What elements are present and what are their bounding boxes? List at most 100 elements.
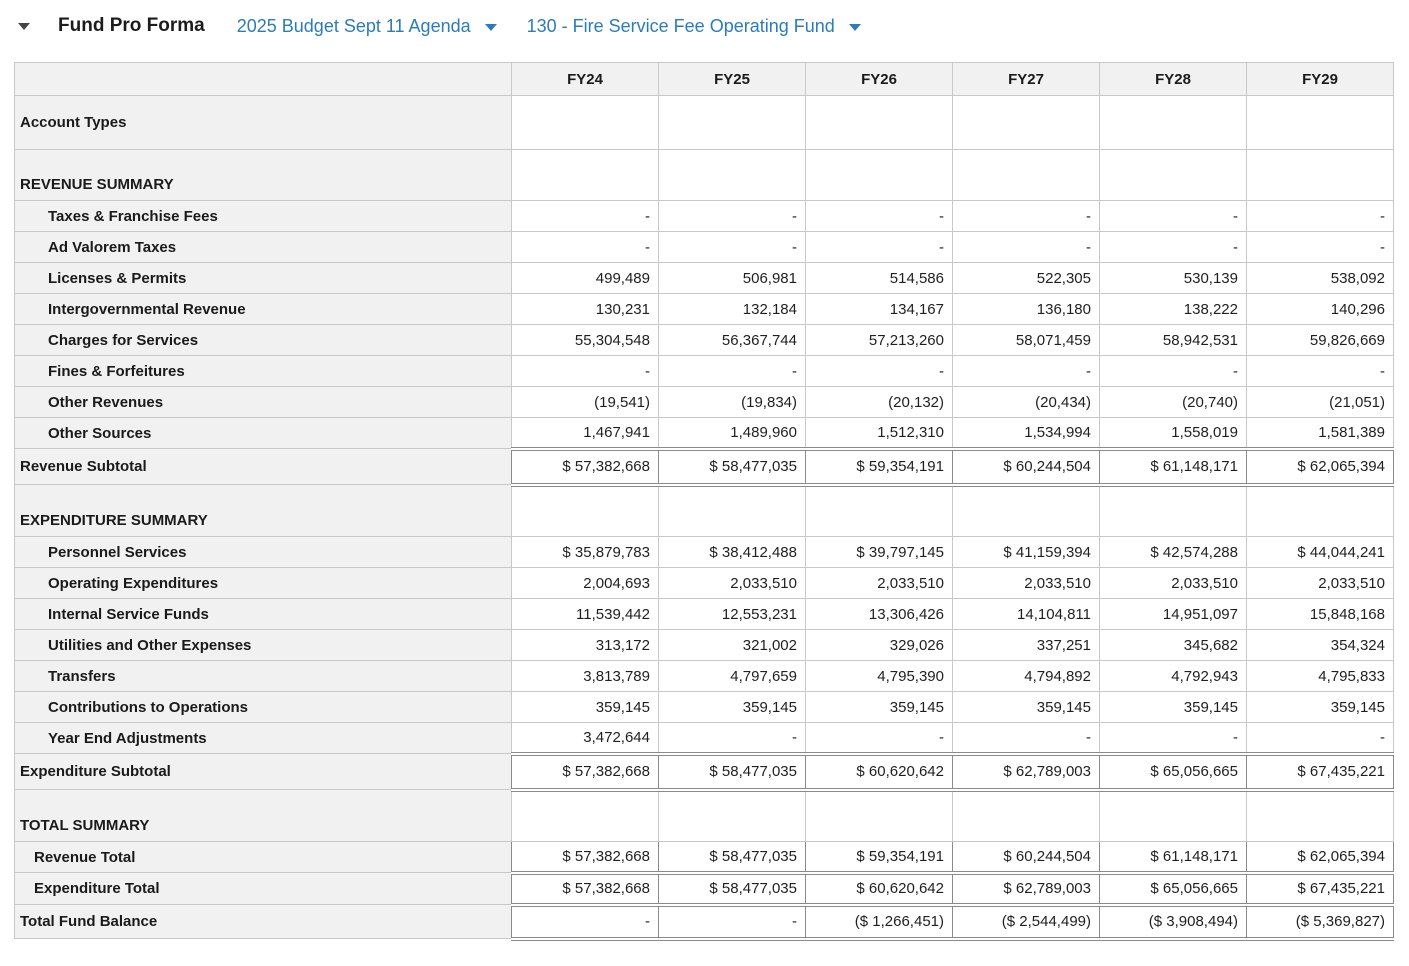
table-row: Other Sources 1,467,941 1,489,960 1,512,310…	[14, 417, 1394, 449]
value-cell: ($ 3,908,494)	[1099, 904, 1247, 941]
column-header-fy: FY24	[511, 62, 659, 96]
value-cell: 12,553,231	[658, 598, 806, 630]
value-cell	[1246, 95, 1394, 150]
value-cell: 140,296	[1246, 293, 1394, 325]
row-label: Utilities and Other Expenses	[14, 629, 512, 661]
value-cell: $ 61,148,171	[1099, 446, 1247, 487]
value-cell	[952, 95, 1100, 150]
value-cell: 14,104,811	[952, 598, 1100, 630]
value-cell	[1099, 95, 1247, 150]
table-row: EXPENDITURE SUMMARY	[14, 484, 1394, 537]
value-cell: 359,145	[805, 691, 953, 723]
value-cell: $ 62,065,394	[1246, 841, 1394, 875]
value-cell: $ 57,382,668	[511, 751, 659, 792]
value-cell: 13,306,426	[805, 598, 953, 630]
table-row: Expenditure Subtotal $ 57,382,668 $ 58,477…	[14, 751, 1394, 792]
value-cell: -	[1246, 355, 1394, 387]
value-cell: -	[658, 355, 806, 387]
value-cell: 499,489	[511, 262, 659, 294]
row-label: Expenditure Subtotal	[14, 753, 512, 790]
value-cell: 2,004,693	[511, 567, 659, 599]
chevron-down-icon	[484, 23, 497, 31]
value-cell: (19,541)	[511, 386, 659, 418]
value-cell: $ 35,879,783	[511, 536, 659, 568]
value-cell: -	[1246, 231, 1394, 263]
value-cell: 1,534,994	[952, 417, 1100, 449]
value-cell: $ 41,159,394	[952, 536, 1100, 568]
value-cell: 538,092	[1246, 262, 1394, 294]
value-cell: 1,512,310	[805, 417, 953, 449]
value-cell: $ 44,044,241	[1246, 536, 1394, 568]
value-cell: 57,213,260	[805, 324, 953, 356]
value-cell: $ 60,244,504	[952, 446, 1100, 487]
value-cell: 514,586	[805, 262, 953, 294]
value-cell: -	[952, 231, 1100, 263]
value-cell	[1246, 149, 1394, 201]
value-cell: -	[511, 231, 659, 263]
row-label: Operating Expenditures	[14, 567, 512, 599]
value-cell: $ 65,056,665	[1099, 872, 1247, 907]
value-cell: -	[511, 200, 659, 232]
value-cell: 313,172	[511, 629, 659, 661]
value-cell: -	[658, 231, 806, 263]
value-cell: $ 57,382,668	[511, 872, 659, 907]
value-cell: $ 62,789,003	[952, 872, 1100, 907]
table-row: Charges for Services 55,304,548 56,367,744…	[14, 324, 1394, 356]
value-cell: $ 58,477,035	[658, 446, 806, 487]
value-cell	[1246, 484, 1394, 537]
row-label: Revenue Subtotal	[14, 448, 512, 485]
value-cell: -	[658, 722, 806, 754]
value-cell	[658, 484, 806, 537]
value-cell: $ 62,789,003	[952, 751, 1100, 792]
row-label: Expenditure Total	[14, 872, 512, 905]
table-row: Revenue Subtotal $ 57,382,668 $ 58,477,035…	[14, 446, 1394, 487]
budget-dropdown[interactable]: 2025 Budget Sept 11 Agenda	[237, 16, 497, 37]
value-cell: 2,033,510	[658, 567, 806, 599]
value-cell: 1,581,389	[1246, 417, 1394, 449]
value-cell: 359,145	[1099, 691, 1247, 723]
value-cell: $ 60,244,504	[952, 841, 1100, 875]
fund-dropdown[interactable]: 130 - Fire Service Fee Operating Fund	[527, 16, 861, 37]
row-label: REVENUE SUMMARY	[14, 149, 512, 201]
column-header-fy: FY28	[1099, 62, 1247, 96]
row-label: Other Sources	[14, 417, 512, 449]
value-cell: $ 62,065,394	[1246, 446, 1394, 487]
value-cell: 329,026	[805, 629, 953, 661]
value-cell: 359,145	[952, 691, 1100, 723]
table-row: Account Types	[14, 95, 1394, 150]
value-cell: 138,222	[1099, 293, 1247, 325]
value-cell: $ 59,354,191	[805, 841, 953, 875]
value-cell: (19,834)	[658, 386, 806, 418]
row-label: Taxes & Franchise Fees	[14, 200, 512, 232]
value-cell: (20,434)	[952, 386, 1100, 418]
value-cell: $ 67,435,221	[1246, 872, 1394, 907]
table-row: Taxes & Franchise Fees - - - - - -	[14, 200, 1394, 232]
table-row: Ad Valorem Taxes - - - - - -	[14, 231, 1394, 263]
value-cell: $ 61,148,171	[1099, 841, 1247, 875]
value-cell	[805, 789, 953, 842]
table-row: Total Fund Balance - - ($ 1,266,451) ($ 2,54…	[14, 904, 1394, 941]
table-row: Other Revenues (19,541) (19,834) (20,132) (2…	[14, 386, 1394, 418]
column-header-fy: FY25	[658, 62, 806, 96]
row-label-header	[14, 62, 512, 96]
value-cell: 55,304,548	[511, 324, 659, 356]
table-row: Internal Service Funds 11,539,442 12,553,2…	[14, 598, 1394, 630]
value-cell: 58,942,531	[1099, 324, 1247, 356]
table-row: TOTAL SUMMARY	[14, 789, 1394, 842]
collapse-caret-icon[interactable]	[18, 22, 30, 30]
row-label: Account Types	[14, 95, 512, 150]
value-cell: 136,180	[952, 293, 1100, 325]
value-cell: -	[1099, 722, 1247, 754]
table-row: Personnel Services $ 35,879,783 $ 38,412,4…	[14, 536, 1394, 568]
value-cell: 1,467,941	[511, 417, 659, 449]
value-cell: 134,167	[805, 293, 953, 325]
value-cell: 506,981	[658, 262, 806, 294]
row-label: Internal Service Funds	[14, 598, 512, 630]
value-cell	[658, 149, 806, 201]
row-label: Total Fund Balance	[14, 904, 512, 939]
value-cell: 2,033,510	[1099, 567, 1247, 599]
table-row: REVENUE SUMMARY	[14, 149, 1394, 201]
value-cell: -	[1099, 355, 1247, 387]
value-cell: 1,558,019	[1099, 417, 1247, 449]
toolbar: Fund Pro Forma 2025 Budget Sept 11 Agend…	[0, 0, 1409, 52]
